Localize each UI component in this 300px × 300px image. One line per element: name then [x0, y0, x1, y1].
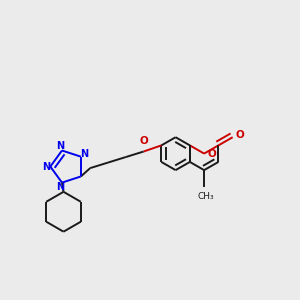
Text: N: N	[42, 162, 50, 172]
Text: O: O	[208, 148, 217, 159]
Text: N: N	[80, 149, 88, 159]
Text: CH₃: CH₃	[197, 192, 214, 201]
Text: O: O	[139, 136, 148, 146]
Text: N: N	[56, 141, 64, 151]
Text: N: N	[56, 182, 64, 192]
Text: O: O	[236, 130, 244, 140]
